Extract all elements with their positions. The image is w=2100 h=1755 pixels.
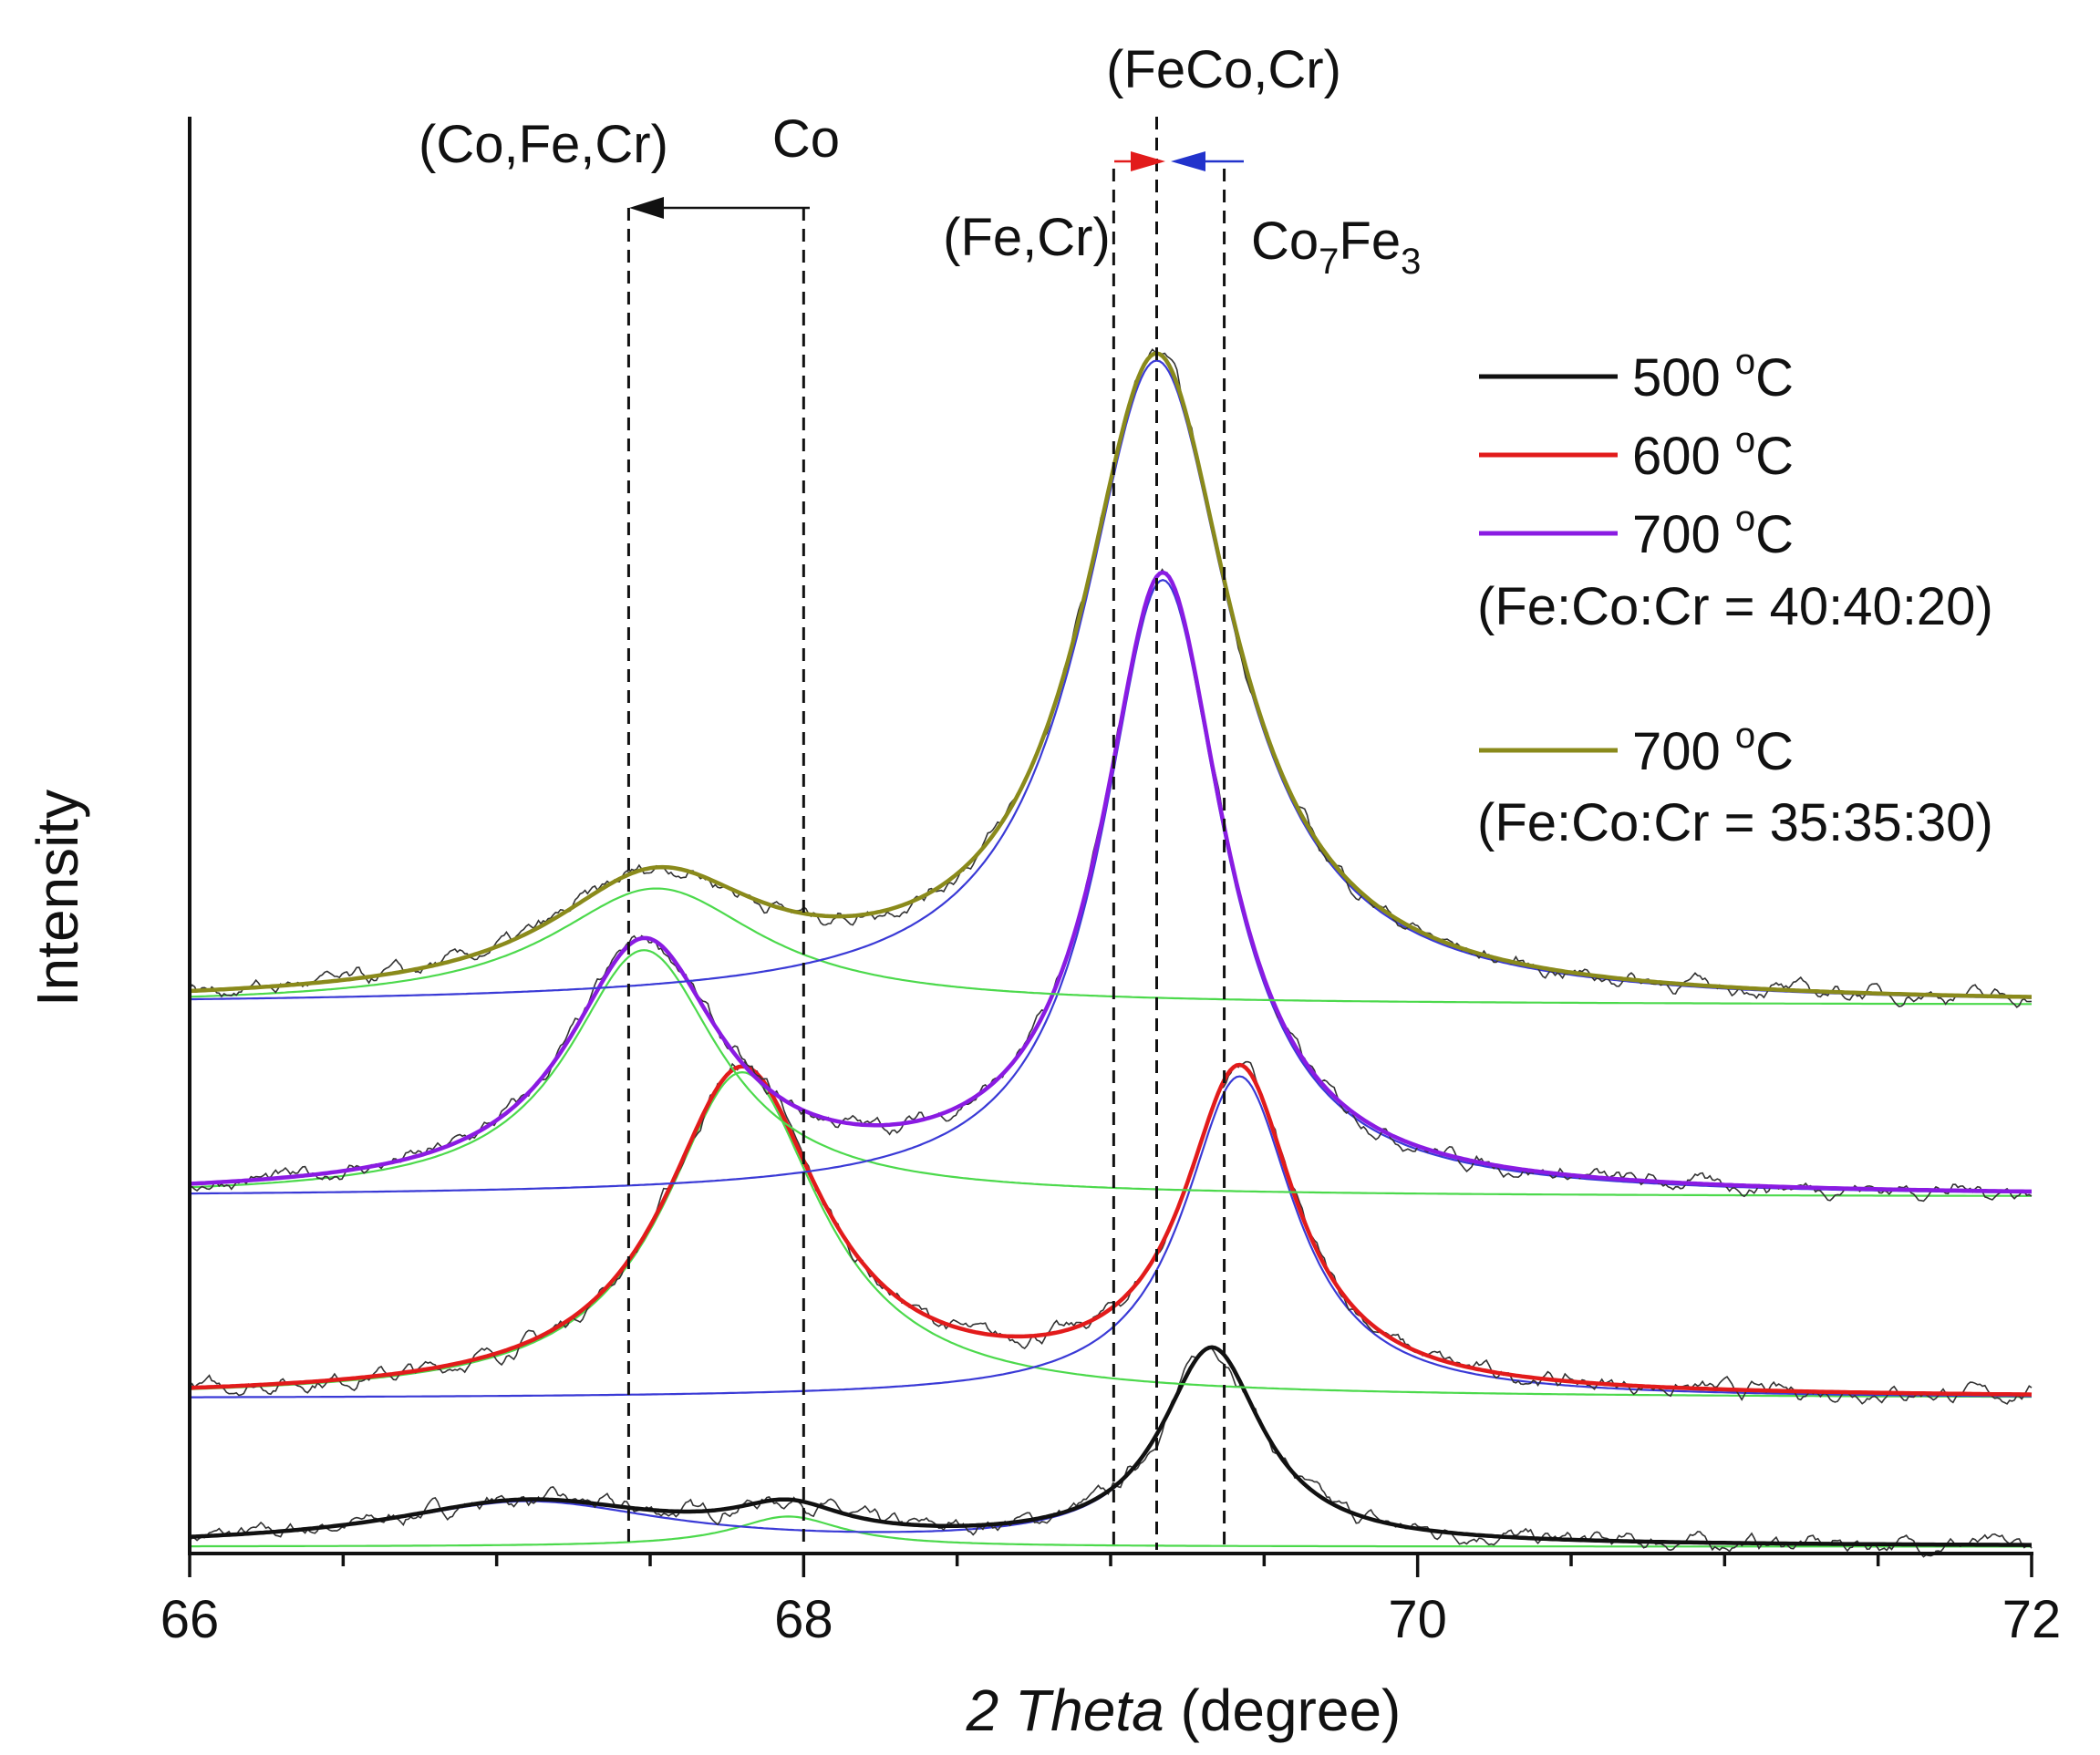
x-tick-label-68: 68 [774,1590,833,1649]
series-2-fit [189,570,2032,1194]
x-axis-title: 2 Theta (degree) [966,1678,1402,1743]
legend-label-600: 600 oC [1632,420,1794,486]
label-feco-cr: (FeCo,Cr) [1106,40,1341,99]
series-0-raw-data [189,1347,2033,1558]
series-3 [189,348,2033,1008]
series-1 [189,1060,2033,1405]
series-3-fit [189,351,2032,999]
legend-composition-a: (Fe:Co:Cr = 40:40:20) [1477,577,1993,636]
series-2-raw-data [189,568,2033,1203]
x-tick-label-66: 66 [160,1590,220,1649]
reference-lines [626,117,1226,1550]
label-co: Co [772,109,840,169]
arrowhead-co [629,197,664,219]
series-0-component-0 [190,1515,2032,1548]
legend-label-700-a: 700 oC [1632,499,1794,564]
x-tick-label-70: 70 [1388,1590,1447,1649]
series-3-component-0 [189,887,2032,1006]
x-tick-label-72: 72 [2002,1590,2062,1649]
x-ticks: 66 68 70 72 [160,1554,2062,1649]
series-0 [189,1345,2033,1558]
series-2 [189,568,2033,1203]
series-1-component-0 [189,1070,2032,1399]
series-0-fit [189,1345,2032,1547]
label-fe-cr: (Fe,Cr) [943,208,1111,267]
series-2-component-1 [190,579,2032,1195]
series-1-component-1 [190,1075,2032,1399]
series-1-raw-data [189,1060,2033,1405]
y-axis-title: Intensity [25,790,90,1007]
series-1-fit [189,1062,2033,1397]
arrowhead-red [1131,151,1165,171]
label-co-fe-cr: (Co,Fe,Cr) [419,115,668,174]
data-layer [189,348,2033,1558]
legend-composition-b: (Fe:Co:Cr = 35:35:30) [1477,793,1993,852]
legend: 500 oC 600 oC 700 oC (Fe:Co:Cr = 40:40:2… [1477,342,1993,852]
arrowhead-blue [1171,151,1205,171]
legend-label-700-b: 700 oC [1632,716,1794,781]
label-co7fe3: Co7Fe3 [1251,212,1421,282]
legend-label-500: 500 oC [1632,342,1794,408]
series-2-component-0 [189,949,2032,1197]
